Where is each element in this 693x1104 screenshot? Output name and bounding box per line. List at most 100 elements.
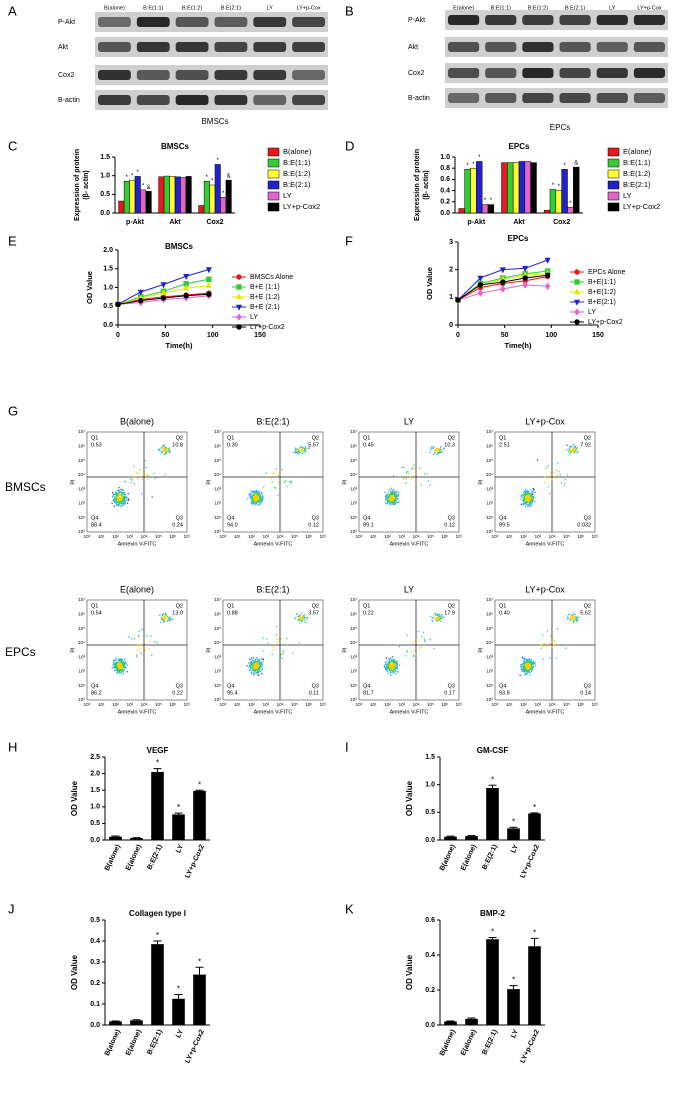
event-dot — [276, 634, 277, 635]
event-dot — [306, 448, 307, 449]
event-dot — [164, 449, 165, 450]
event-dot — [140, 649, 141, 650]
panel-letter: E — [8, 233, 17, 248]
x-tick-label: 10⁶ — [441, 702, 448, 707]
row-label: Cox2 — [58, 72, 74, 79]
x-tick-label: 10³ — [127, 702, 134, 707]
blot-band — [137, 70, 170, 80]
point — [478, 283, 482, 287]
event-dot — [121, 489, 122, 490]
event-dot — [287, 644, 288, 645]
event-dot — [573, 446, 574, 447]
plot-title: B(alone) — [120, 416, 154, 426]
event-dot — [414, 641, 415, 642]
event-dot — [149, 648, 150, 649]
event-dot — [542, 646, 543, 647]
event-dot — [530, 665, 531, 666]
event-dot — [521, 664, 522, 665]
y-axis-label: OD Value — [70, 780, 79, 816]
event-dot — [266, 638, 267, 639]
event-dot — [569, 449, 570, 450]
point — [545, 283, 549, 289]
event-dot — [417, 631, 418, 632]
x-tick-label: 10³ — [535, 702, 542, 707]
event-dot — [300, 447, 301, 448]
event-dot — [405, 655, 406, 656]
quadrant-value: 0.032 — [577, 522, 591, 528]
event-dot — [144, 649, 145, 650]
event-dot — [557, 473, 558, 474]
event-dot — [126, 663, 127, 664]
legend-label: B(alone) — [283, 147, 312, 156]
event-dot — [386, 500, 387, 501]
event-dot — [303, 447, 304, 448]
event-dot — [392, 662, 393, 663]
significance-mark: * — [137, 170, 140, 176]
bar — [525, 161, 531, 213]
x-tick-label: 10⁶ — [577, 534, 584, 539]
event-dot — [528, 670, 529, 671]
significance-mark: * — [552, 183, 555, 189]
event-dot — [138, 473, 139, 474]
event-dot — [415, 483, 416, 484]
event-dot — [395, 500, 396, 501]
event-dot — [393, 659, 394, 660]
bar — [130, 838, 143, 840]
y-axis-label: PI — [206, 647, 212, 653]
event-dot — [390, 659, 391, 660]
event-dot — [256, 665, 257, 666]
event-dot — [273, 649, 274, 650]
significance-mark: * — [491, 928, 494, 937]
y-tick-label: 1.0 — [103, 284, 113, 291]
event-dot — [575, 447, 576, 448]
event-dot — [255, 504, 256, 505]
bar — [193, 975, 206, 1025]
event-dot — [534, 501, 535, 502]
x-tick-label: 10⁵ — [563, 534, 570, 539]
event-dot — [123, 666, 124, 667]
bar — [109, 837, 122, 840]
x-tick-label: 100 — [545, 332, 557, 339]
event-dot — [123, 661, 124, 662]
event-dot — [121, 659, 122, 660]
event-dot — [520, 498, 521, 499]
event-dot — [413, 464, 414, 465]
quadrant-label: Q2 — [176, 435, 183, 441]
x-axis-label: Annexin V-FITC — [526, 541, 565, 547]
quadrant-value: 89.1 — [363, 522, 374, 528]
event-dot — [392, 672, 393, 673]
event-dot — [412, 467, 413, 468]
event-dot — [551, 642, 552, 643]
event-dot — [430, 639, 431, 640]
event-dot — [291, 483, 292, 484]
event-dot — [575, 450, 576, 451]
y-tick-label: 1.0 — [90, 804, 100, 811]
event-dot — [403, 467, 404, 468]
lane-label: LY — [267, 5, 274, 11]
y-tick-label: 1.0 — [425, 782, 435, 789]
event-dot — [528, 671, 529, 672]
bar — [562, 169, 568, 213]
y-tick-label: 0.2 — [90, 980, 100, 987]
event-dot — [396, 497, 397, 498]
bar — [226, 180, 231, 213]
y-tick-label: 10⁷ — [350, 597, 357, 602]
event-dot — [550, 477, 551, 478]
y-tick-label: 10⁷ — [214, 597, 221, 602]
event-dot — [553, 644, 554, 645]
chart-title: GM-CSF — [477, 746, 509, 755]
significance-mark: * — [211, 179, 214, 185]
event-dot — [261, 658, 262, 659]
x-tick-label: 10² — [384, 702, 391, 707]
x-tick-label: 10⁷ — [592, 702, 599, 707]
legend-label: LY+p-Cox2 — [588, 319, 623, 326]
event-dot — [142, 629, 143, 630]
blot-band — [560, 42, 591, 52]
event-dot — [547, 630, 548, 631]
event-dot — [392, 491, 393, 492]
legend-marker — [575, 320, 579, 324]
event-dot — [571, 616, 572, 617]
event-dot — [393, 496, 394, 497]
event-dot — [251, 664, 252, 665]
event-dot — [111, 503, 112, 504]
